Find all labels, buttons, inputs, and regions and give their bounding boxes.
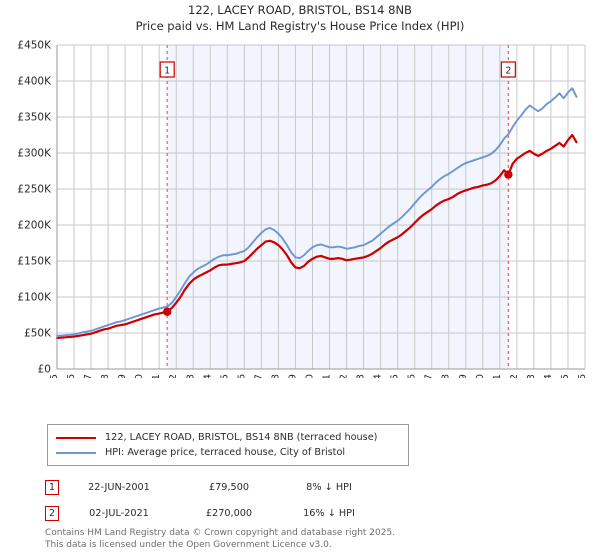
sale-price-2: £270,000 xyxy=(205,507,253,519)
table-row: 2 02-JUL-2021 £270,000 16% ↓ HPI xyxy=(45,500,465,526)
x-axis-tick-label: 1997 xyxy=(83,374,94,378)
chart-title-block: 122, LACEY ROAD, BRISTOL, BS14 8NB Price… xyxy=(0,2,600,34)
x-axis-tick-label: 2019 xyxy=(458,374,469,378)
legend-item-price-paid: 122, LACEY ROAD, BRISTOL, BS14 8NB (terr… xyxy=(56,430,400,445)
legend-swatch-hpi xyxy=(56,451,96,454)
x-axis-tick-label: 2018 xyxy=(441,374,452,378)
y-axis-tick-label: £300K xyxy=(17,148,52,160)
chart-area: £0 £50K £100K £150K £200K £250K £300K £350K £400… xyxy=(0,38,600,378)
page-title: 122, LACEY ROAD, BRISTOL, BS14 8NB xyxy=(188,3,412,17)
y-axis-tick-label: £150K xyxy=(17,256,52,268)
x-axis-tick-label: 2026 xyxy=(577,374,588,378)
chart-legend: 122, LACEY ROAD, BRISTOL, BS14 8NB (terr… xyxy=(47,424,409,466)
x-axis-tick-label: 2023 xyxy=(526,374,537,378)
x-axis-tick-label: 2022 xyxy=(509,374,520,378)
sale-point-dot xyxy=(162,307,172,316)
footer-licence: This data is licensed under the Open Gov… xyxy=(45,539,332,550)
legend-swatch-price-paid xyxy=(56,436,96,439)
sale-marker-box xyxy=(500,61,516,78)
x-axis-tick-label: 2008 xyxy=(270,374,281,378)
x-axis-tick-label: 2015 xyxy=(390,374,401,378)
sale-date-2: 02-JUL-2021 xyxy=(89,507,149,519)
x-axis-tick-label: 2025 xyxy=(560,374,571,378)
legend-label-price-paid: 122, LACEY ROAD, BRISTOL, BS14 8NB (terr… xyxy=(105,432,378,443)
x-axis-tick-label: 2007 xyxy=(253,374,264,378)
x-axis-tick-label: 2000 xyxy=(134,374,145,378)
x-axis-tick-label: 2011 xyxy=(322,374,333,378)
sales-table: 1 22-JUN-2001 £79,500 8% ↓ HPI 2 02-JUL-… xyxy=(45,474,465,526)
sale-point-dot xyxy=(504,170,513,179)
x-axis-tick-label: 2013 xyxy=(356,374,367,378)
sale-marker-badge-1[interactable]: 1 xyxy=(45,479,59,495)
x-axis-tick-label: 1995 xyxy=(49,374,60,378)
sale-price-1: £79,500 xyxy=(208,481,250,493)
x-axis-tick-label: 2006 xyxy=(236,374,247,378)
y-axis-tick-label: £200K xyxy=(17,220,52,232)
x-axis-tick-label: 2021 xyxy=(492,374,503,378)
sale-date-1: 22-JUN-2001 xyxy=(88,481,150,493)
y-axis-tick-label: £250K xyxy=(17,184,52,196)
x-axis-tick-label: 1996 xyxy=(66,374,77,378)
x-axis-tick-label: 2020 xyxy=(475,374,486,378)
x-axis-tick-label: 2017 xyxy=(424,374,435,378)
y-axis-tick-label: £50K xyxy=(24,328,52,340)
table-row: 1 22-JUN-2001 £79,500 8% ↓ HPI xyxy=(45,474,465,500)
x-axis-tick-label: 2012 xyxy=(339,374,350,378)
page-subtitle: Price paid vs. HM Land Registry's House … xyxy=(135,19,465,33)
x-axis-tick-label: 2009 xyxy=(287,374,298,378)
x-axis-tick-label: 2004 xyxy=(202,374,213,378)
legend-item-hpi: HPI: Average price, terraced house, City… xyxy=(56,445,400,460)
series-hpi xyxy=(56,87,578,337)
x-axis-tick-label: 1998 xyxy=(100,374,111,378)
x-axis-tick-label: 2024 xyxy=(543,374,554,378)
y-axis-tick-label: £0 xyxy=(38,364,51,376)
x-axis-tick-label: 2005 xyxy=(219,374,230,378)
x-axis-tick-label: 2002 xyxy=(168,374,179,378)
x-axis-tick-label: 2001 xyxy=(151,374,162,378)
series-price-paid xyxy=(55,133,578,340)
sale-hpi-delta-1: 8% ↓ HPI xyxy=(306,481,352,493)
footer-copyright: Contains HM Land Registry data © Crown c… xyxy=(45,528,396,538)
y-axis-tick-label: £450K xyxy=(17,40,52,52)
price-history-chart: £0 £50K £100K £150K £200K £250K £300K £350K £400… xyxy=(17,40,588,378)
ownership-span-shading xyxy=(167,45,509,369)
footer-attribution: Contains HM Land Registry data © Crown c… xyxy=(45,528,585,551)
sale-marker-label: 2 xyxy=(505,66,511,77)
sale-marker-label: 1 xyxy=(164,66,170,77)
sale-marker-box xyxy=(159,61,175,78)
x-axis-tick-label: 1999 xyxy=(117,374,128,378)
y-axis-tick-label: £350K xyxy=(17,112,52,124)
x-axis-tick-label: 2014 xyxy=(373,374,384,378)
y-axis-tick-label: £400K xyxy=(17,76,52,88)
sale-marker-badge-2[interactable]: 2 xyxy=(45,505,59,521)
legend-label-hpi: HPI: Average price, terraced house, City… xyxy=(105,447,346,458)
x-axis-tick-label: 2010 xyxy=(304,374,315,378)
x-axis-tick-label: 2003 xyxy=(185,374,196,378)
y-axis-tick-label: £100K xyxy=(17,292,52,304)
sale-hpi-delta-2: 16% ↓ HPI xyxy=(303,507,355,519)
x-axis-tick-label: 2016 xyxy=(407,374,418,378)
